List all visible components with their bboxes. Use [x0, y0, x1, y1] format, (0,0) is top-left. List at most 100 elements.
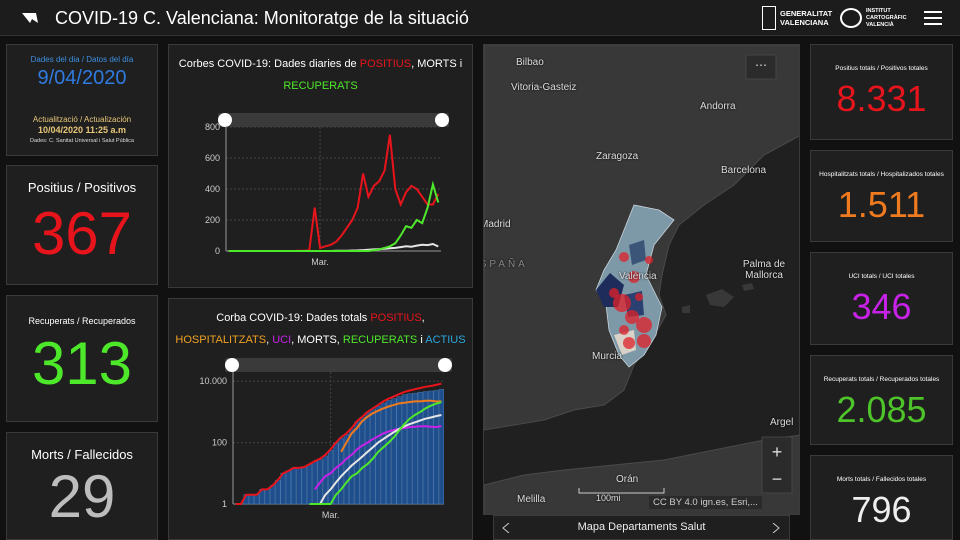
y-tick-label: 800 — [205, 122, 220, 132]
department — [629, 240, 646, 265]
title-part: i — [417, 334, 426, 346]
bar — [380, 402, 386, 505]
indicator-value: 29 — [48, 463, 116, 530]
map-label: Melilla — [517, 494, 546, 505]
map[interactable]: ⋯ + − Bilbao Vitoria-Gasteiz Andorra Zarago… — [483, 44, 800, 515]
indicator-panel: Morts / Fallecidos 29 — [6, 432, 158, 540]
y-tick-label: 10.000 — [199, 376, 227, 386]
series-line — [314, 425, 442, 491]
mallorca — [706, 289, 734, 307]
scale-bar — [578, 488, 665, 494]
attribution: CC BY 4.0 ign.es, Esri,... — [649, 496, 762, 509]
map-canvas: ⋯ + − — [484, 45, 799, 514]
chart-title: Corbes COVID-19: Dades diaries de POSITI… — [175, 53, 466, 97]
bar — [306, 464, 313, 505]
daily-chart-panel: Corbes COVID-19: Dades diaries de POSITI… — [168, 44, 473, 288]
bar — [327, 450, 334, 505]
map-label: Madrid — [483, 219, 511, 230]
bar — [275, 479, 281, 505]
page-title: COVID-19 C. Valenciana: Monitoratge de l… — [55, 8, 469, 28]
title-part: , — [421, 312, 428, 324]
logo-line: CARTOGRÀFIC — [866, 15, 907, 21]
more-icon: ⋯ — [755, 58, 767, 72]
title-part: POSITIUS — [359, 58, 412, 70]
bar — [407, 393, 413, 505]
indicator-value: 796 — [851, 489, 912, 530]
next-button[interactable] — [772, 523, 780, 533]
update-label: Actualització / Actualización — [32, 115, 132, 124]
title-part: , — [266, 334, 273, 346]
total-chart-panel: Corba COVID-19: Dades totals POSITIUS, H… — [168, 298, 473, 540]
indicator-value: 8.331 — [836, 78, 927, 119]
bar — [301, 466, 307, 505]
total-chart: 1 100 10.000 Mar. — [199, 358, 452, 520]
title-part: POSITIUS — [370, 312, 422, 324]
x-tick-label: Mar. — [311, 257, 329, 267]
range-slider — [225, 358, 452, 372]
bar — [280, 473, 286, 505]
bar — [296, 467, 302, 505]
indicator-label: Recuperats totals / Recuperados totales — [823, 376, 940, 383]
prev-button[interactable] — [502, 523, 510, 533]
series-line — [228, 134, 440, 252]
indicator-value: 346 — [851, 286, 912, 327]
date-value: 9/04/2020 — [37, 67, 127, 89]
indicator-panel: Recuperats totals / Recuperados totales 2… — [810, 355, 953, 445]
bar — [417, 391, 423, 505]
series-line — [309, 401, 442, 505]
bar — [401, 394, 408, 505]
map-label: Bilbao — [516, 57, 544, 68]
more-button[interactable] — [745, 54, 777, 80]
indicator-value: 313 — [31, 330, 133, 397]
indicator-panel: Positius totals / Positivos totales 8.331 — [810, 44, 953, 140]
bar — [433, 390, 439, 505]
title-part: , MORTS i — [411, 58, 466, 70]
range-slider — [218, 113, 449, 127]
map-label: Argel — [770, 417, 794, 428]
series-line — [228, 242, 439, 252]
title-part: UCI — [272, 334, 292, 346]
bar — [391, 398, 397, 505]
africa — [484, 434, 799, 514]
indicator-label: Positius / Positivos — [27, 180, 137, 195]
map-label: València — [619, 271, 657, 282]
logo-line: GENERALITAT — [780, 9, 833, 18]
indicator-value: 2.085 — [836, 389, 927, 430]
ibiza — [682, 305, 690, 313]
bar — [269, 485, 276, 505]
indicator-value: 367 — [31, 200, 133, 267]
map-label: Palma de Mallorca — [742, 259, 786, 281]
bar — [412, 392, 418, 505]
y-tick-label: 0 — [215, 246, 220, 256]
bar — [359, 417, 365, 505]
bar — [285, 470, 292, 505]
scale-label: 100mi — [596, 493, 621, 503]
series-line — [235, 382, 442, 505]
date-panel: Dades del dia / Datos del día 9/04/2020 … — [6, 44, 158, 156]
slider-handle — [435, 113, 449, 127]
title-part: , MORTS, — [291, 334, 343, 346]
zoom-out[interactable]: − — [772, 469, 783, 489]
indicator-panel: UCI totals / UCI totales 346 — [810, 252, 953, 345]
bar — [248, 494, 255, 505]
indicator-panel: Hospitalitzats totals / Hospitalizados t… — [810, 150, 953, 242]
zoom-controls — [761, 436, 793, 494]
bar — [385, 400, 392, 505]
zoom-in[interactable]: + — [772, 442, 783, 462]
case-circles — [609, 252, 653, 349]
menorca — [742, 283, 754, 291]
chart-title: Corba COVID-19: Dades totals POSITIUS, H… — [175, 307, 466, 351]
menu-button[interactable] — [924, 10, 942, 26]
indicator-panel: Recuperats / Recuperados 313 — [6, 295, 158, 422]
logo-line: VALENCIÀ — [866, 22, 894, 28]
indicator-label: Recuperats / Recuperados — [28, 316, 136, 326]
logo-line: INSTITUT — [866, 8, 891, 14]
series-line — [228, 180, 440, 252]
bar — [364, 412, 371, 505]
title-part: RECUPERATS — [283, 80, 358, 92]
y-tick-label: 1 — [222, 499, 227, 509]
map-label: ESPAÑA — [484, 259, 528, 270]
valencia-region — [595, 204, 675, 368]
title-part: HOSPITALITZATS — [175, 334, 267, 346]
slider-handle — [438, 358, 452, 372]
